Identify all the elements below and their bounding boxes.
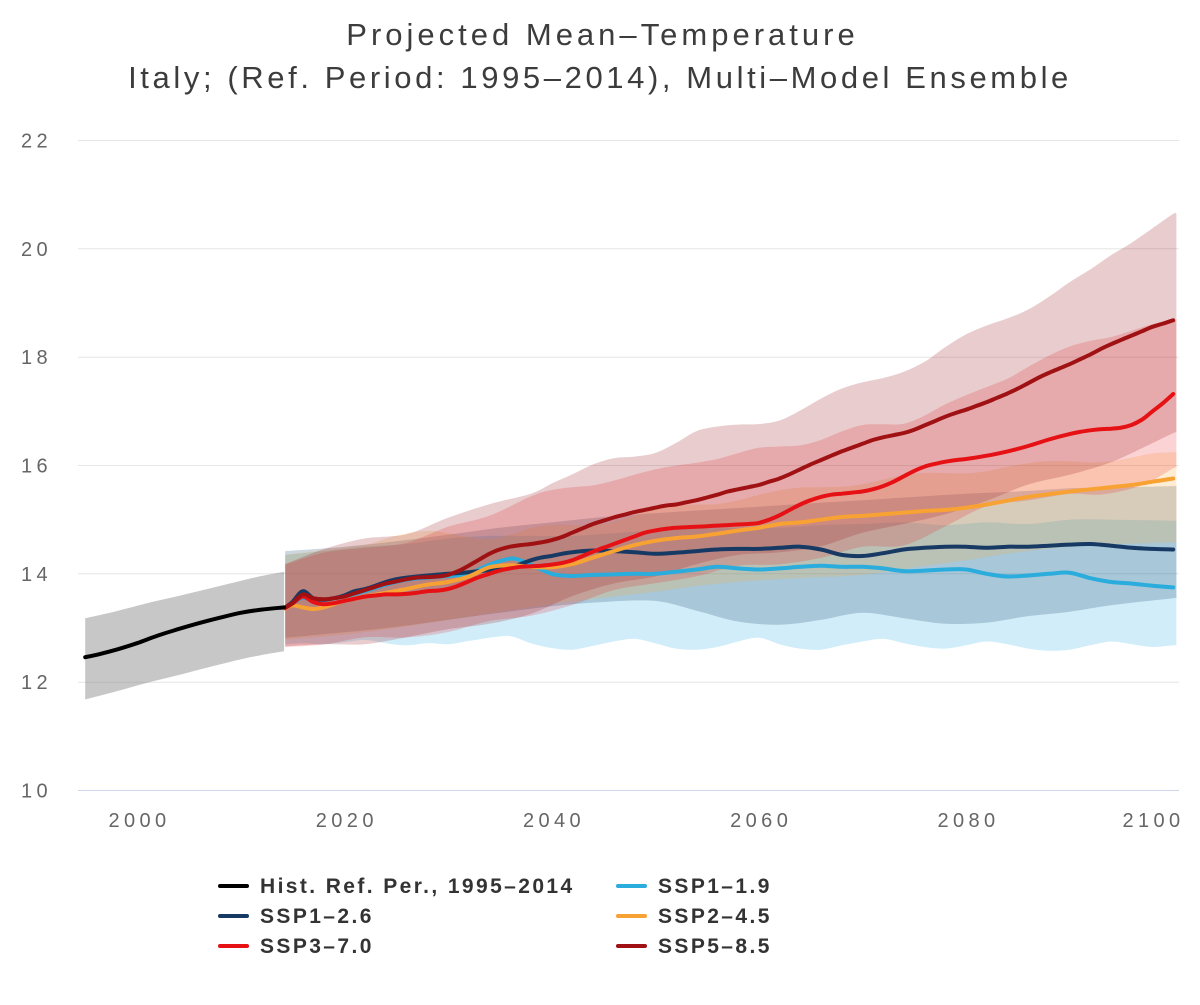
svg-text:16: 16 (21, 456, 52, 478)
svg-text:2060: 2060 (730, 810, 792, 832)
svg-text:Hist. Ref. Per., 1995–2014: Hist. Ref. Per., 1995–2014 (260, 875, 575, 898)
svg-text:2020: 2020 (316, 810, 378, 832)
svg-text:10: 10 (21, 781, 52, 803)
svg-text:2080: 2080 (937, 810, 999, 832)
svg-text:20: 20 (21, 239, 52, 261)
svg-text:2040: 2040 (523, 810, 585, 832)
svg-text:SSP1–2.6: SSP1–2.6 (260, 905, 374, 928)
svg-text:2000: 2000 (108, 810, 170, 832)
svg-text:12: 12 (21, 672, 52, 694)
svg-text:Italy; (Ref. Period: 1995–2014: Italy; (Ref. Period: 1995–2014), Multi–M… (128, 60, 1072, 95)
svg-text:SSP2–4.5: SSP2–4.5 (658, 905, 772, 928)
svg-text:SSP1–1.9: SSP1–1.9 (658, 875, 772, 898)
svg-text:SSP3–7.0: SSP3–7.0 (260, 935, 374, 958)
svg-text:18: 18 (21, 347, 52, 369)
svg-text:2100: 2100 (1122, 810, 1184, 832)
svg-text:SSP5–8.5: SSP5–8.5 (658, 935, 772, 958)
svg-text:22: 22 (21, 131, 52, 153)
svg-text:Projected Mean–Temperature: Projected Mean–Temperature (346, 17, 858, 52)
svg-text:14: 14 (21, 564, 52, 586)
